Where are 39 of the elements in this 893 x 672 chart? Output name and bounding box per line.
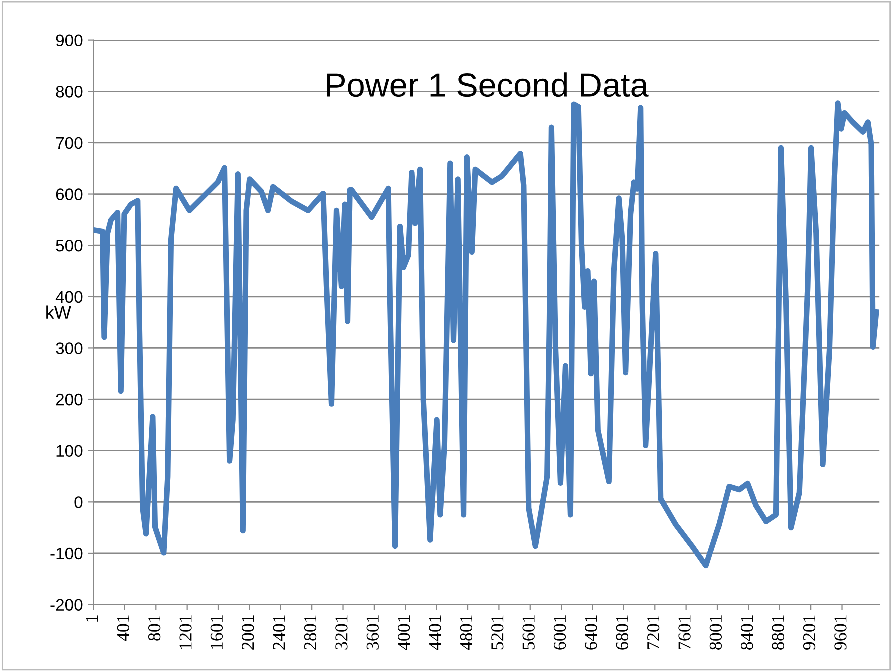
x-tick-label: 9201 xyxy=(803,616,816,650)
x-tick-label: 9601 xyxy=(834,616,847,650)
y-tick-label: 900 xyxy=(56,34,83,47)
x-tick-label: 4401 xyxy=(429,616,442,650)
x-tick-label: 1601 xyxy=(210,616,224,650)
y-tick-label: -100 xyxy=(50,548,83,560)
x-tick-label: 5601 xyxy=(522,616,535,650)
x-tick-label: 6001 xyxy=(554,616,566,650)
y-tick-label: 600 xyxy=(56,188,83,200)
x-tick-label: 7601 xyxy=(678,616,691,650)
y-tick-label: 400 xyxy=(56,291,83,304)
x-tick-label: 7201 xyxy=(647,616,660,650)
y-axis-title: kW xyxy=(46,306,72,319)
x-tick-label: 8801 xyxy=(772,616,784,650)
x-tick-label: 3201 xyxy=(336,616,348,650)
y-tick-label: 100 xyxy=(56,445,83,458)
y-tick-label: 200 xyxy=(56,394,83,406)
x-tick-label: 5201 xyxy=(492,616,504,650)
x-tick-label: 2001 xyxy=(242,616,254,650)
x-tick-label: 4801 xyxy=(460,616,473,650)
text: Power 1 Second Data xyxy=(327,72,649,98)
x-tick-label: 3601 xyxy=(366,616,379,650)
x-tick-label: 8001 xyxy=(710,616,722,650)
x-tick-label: 801 xyxy=(148,616,161,641)
x-tick-label: 6801 xyxy=(616,616,628,650)
y-tick-label: 700 xyxy=(56,137,83,150)
y-tick-label: -200 xyxy=(50,599,83,612)
x-tick-label: 2401 xyxy=(273,616,286,650)
x-tick-label: 8401 xyxy=(741,616,754,650)
x-tick-label: 1201 xyxy=(180,616,192,650)
x-tick-label: 6401 xyxy=(585,616,598,650)
y-tick-label: 500 xyxy=(56,240,83,252)
x-tick-label: 4001 xyxy=(398,616,410,650)
x-tick-label: 1 xyxy=(86,616,98,622)
x-tick-label: 401 xyxy=(117,616,130,642)
y-tick-label: 0 xyxy=(74,496,83,508)
y-tick-label: 800 xyxy=(56,86,83,98)
y-tick-label: 300 xyxy=(56,342,83,354)
x-tick-label: 2801 xyxy=(304,616,317,650)
